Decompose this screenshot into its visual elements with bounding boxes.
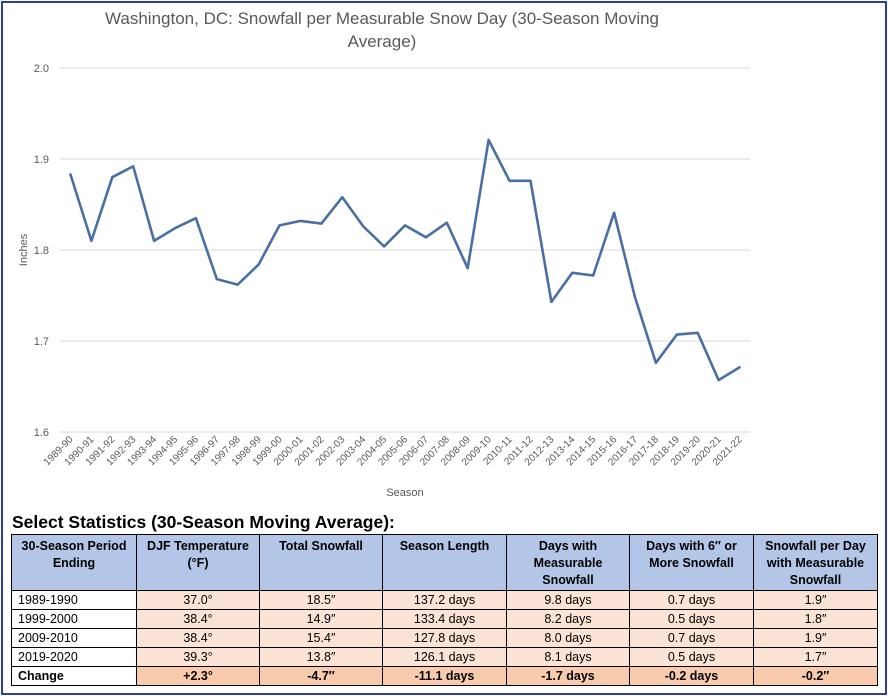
- row-period: 1989-1990: [11, 590, 137, 610]
- change-row: Change +2.3° -4.7″ -11.1 days -1.7 days …: [11, 666, 878, 686]
- data-point: [383, 245, 385, 247]
- cell-snowfall-per-day: 1.7″: [753, 647, 878, 667]
- change-label: Change: [11, 666, 137, 686]
- cell-days-measurable: 8.2 days: [506, 609, 630, 629]
- cell-djf-temperature: 39.3°: [136, 647, 260, 667]
- row-period: 2009-2010: [11, 628, 137, 648]
- change-total-snowfall: -4.7″: [259, 666, 383, 686]
- data-point: [320, 223, 322, 225]
- gridlines: [60, 67, 750, 433]
- cell-days-measurable: 8.0 days: [506, 628, 630, 648]
- cell-days-measurable: 8.1 days: [506, 647, 630, 667]
- data-point: [425, 236, 427, 238]
- cell-season-length: 127.8 days: [382, 628, 507, 648]
- data-point: [488, 139, 490, 141]
- series-line: [69, 138, 741, 382]
- cell-djf-temperature: 37.0°: [136, 590, 260, 610]
- y-axis-ticks: 1.6 1.7 1.8 1.9 2.0: [34, 63, 49, 439]
- data-point: [299, 220, 301, 222]
- cell-snowfall-per-day: 1.9″: [753, 590, 878, 610]
- header-snowfall-per-day: Snowfall per Day with Measurable Snowfal…: [753, 534, 878, 591]
- data-point: [571, 272, 573, 274]
- cell-days-6in: 0.5 days: [629, 647, 754, 667]
- series-points: [69, 139, 741, 381]
- y-tick-label: 2.0: [34, 63, 49, 75]
- data-point: [697, 332, 699, 334]
- data-point: [592, 274, 594, 276]
- data-point: [739, 366, 741, 368]
- cell-total-snowfall: 15.4″: [259, 628, 383, 648]
- line-chart: Washington, DC: Snowfall per Measurable …: [18, 9, 750, 499]
- chart-title-line-2: Average): [348, 32, 417, 51]
- header-days-measurable: Days with Measurable Snowfall: [506, 534, 630, 591]
- cell-total-snowfall: 14.9″: [259, 609, 383, 629]
- cell-season-length: 133.4 days: [382, 609, 507, 629]
- header-days-6in: Days with 6″ or More Snowfall: [629, 534, 754, 591]
- cell-total-snowfall: 18.5″: [259, 590, 383, 610]
- data-point: [132, 165, 134, 167]
- table-row: 2009-2010 38.4° 15.4″ 127.8 days 8.0 day…: [11, 628, 878, 648]
- data-point: [634, 296, 636, 298]
- row-period: 2019-2020: [11, 647, 137, 667]
- change-days-measurable: -1.7 days: [506, 666, 630, 686]
- cell-days-6in: 0.5 days: [629, 609, 754, 629]
- data-point: [676, 334, 678, 336]
- table-row: 1989-1990 37.0° 18.5″ 137.2 days 9.8 day…: [11, 590, 878, 610]
- data-point: [718, 379, 720, 381]
- y-tick-label: 1.7: [34, 336, 49, 348]
- data-point: [509, 180, 511, 182]
- data-point: [446, 222, 448, 224]
- data-point: [153, 240, 155, 242]
- data-point: [111, 176, 113, 178]
- cell-total-snowfall: 13.8″: [259, 647, 383, 667]
- data-point: [613, 212, 615, 214]
- data-point: [69, 173, 71, 175]
- row-period: 1999-2000: [11, 609, 137, 629]
- change-days-6in: -0.2 days: [629, 666, 754, 686]
- data-point: [404, 224, 406, 226]
- chart-title-line-1: Washington, DC: Snowfall per Measurable …: [105, 9, 659, 28]
- header-djf-temperature: DJF Temperature (°F): [136, 534, 260, 591]
- x-axis-label: Season: [386, 487, 423, 499]
- data-point: [655, 362, 657, 364]
- header-total-snowfall: Total Snowfall: [259, 534, 383, 591]
- data-point: [341, 196, 343, 198]
- change-season-length: -11.1 days: [382, 666, 507, 686]
- y-axis-label: Inches: [18, 233, 30, 266]
- change-djf-temperature: +2.3°: [136, 666, 260, 686]
- cell-days-6in: 0.7 days: [629, 590, 754, 610]
- cell-djf-temperature: 38.4°: [136, 609, 260, 629]
- y-tick-label: 1.6: [34, 427, 49, 439]
- y-tick-label: 1.9: [34, 154, 49, 166]
- data-point: [174, 227, 176, 229]
- data-point: [195, 217, 197, 219]
- stats-header-row: 30-Season Period Ending DJF Temperature …: [11, 534, 878, 591]
- cell-days-measurable: 9.8 days: [506, 590, 630, 610]
- data-point: [216, 278, 218, 280]
- data-point: [237, 284, 239, 286]
- table-row: 2019-2020 39.3° 13.8″ 126.1 days 8.1 day…: [11, 647, 878, 667]
- data-point: [550, 301, 552, 303]
- data-point: [279, 224, 281, 226]
- cell-djf-temperature: 38.4°: [136, 628, 260, 648]
- cell-snowfall-per-day: 1.8″: [753, 609, 878, 629]
- cell-days-6in: 0.7 days: [629, 628, 754, 648]
- data-point: [258, 264, 260, 266]
- x-axis-ticks: 1989-901990-911991-921992-931993-941994-…: [42, 434, 745, 468]
- table-row: 1999-2000 38.4° 14.9″ 133.4 days 8.2 day…: [11, 609, 878, 629]
- stats-heading: Select Statistics (30-Season Moving Aver…: [12, 512, 395, 532]
- cell-snowfall-per-day: 1.9″: [753, 628, 878, 648]
- data-point: [467, 267, 469, 269]
- cell-season-length: 126.1 days: [382, 647, 507, 667]
- y-tick-label: 1.8: [34, 245, 49, 257]
- cell-season-length: 137.2 days: [382, 590, 507, 610]
- data-point: [90, 240, 92, 242]
- data-point: [529, 180, 531, 182]
- header-season-length: Season Length: [382, 534, 507, 591]
- data-point: [362, 225, 364, 227]
- header-period: 30-Season Period Ending: [11, 534, 137, 591]
- stats-table: 30-Season Period Ending DJF Temperature …: [11, 534, 878, 686]
- change-snowfall-per-day: -0.2″: [753, 666, 878, 686]
